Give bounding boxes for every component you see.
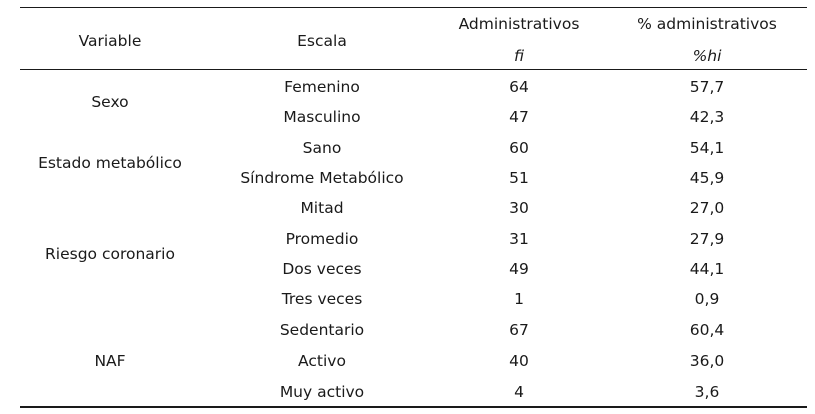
row-escala: Dos veces — [282, 260, 362, 278]
header-escala: Escala — [297, 32, 347, 50]
row-hi: 0,9 — [694, 290, 720, 308]
header-variable: Variable — [78, 32, 142, 50]
row-fi: 49 — [509, 260, 529, 278]
row-fi: 30 — [509, 199, 529, 217]
row-escala: Tres veces — [281, 290, 363, 308]
group-label: Estado metabólico — [38, 154, 182, 172]
row-hi: 44,1 — [689, 260, 725, 278]
row-escala: Activo — [298, 352, 346, 370]
row-fi: 4 — [514, 383, 524, 401]
row-hi: 27,0 — [689, 199, 725, 217]
group-label: Riesgo coronario — [45, 245, 175, 263]
row-hi: 42,3 — [689, 108, 725, 126]
header-hi: %hi — [692, 47, 722, 65]
header-administrativos: Administrativos — [458, 15, 580, 33]
row-fi: 31 — [509, 230, 529, 248]
row-escala: Síndrome Metabólico — [240, 169, 404, 187]
row-fi: 40 — [509, 352, 529, 370]
table-bottom-rule — [20, 406, 807, 408]
group-label: NAF — [94, 352, 126, 370]
row-hi: 3,6 — [694, 383, 720, 401]
header-pct-administrativos: % administrativos — [637, 15, 777, 33]
row-hi: 57,7 — [689, 78, 725, 96]
row-escala: Sedentario — [279, 321, 365, 339]
row-fi: 64 — [509, 78, 529, 96]
row-escala: Promedio — [285, 230, 359, 248]
row-fi: 47 — [509, 108, 529, 126]
row-escala: Masculino — [283, 108, 361, 126]
row-fi: 67 — [509, 321, 529, 339]
header-fi: fi — [513, 47, 524, 65]
row-fi: 60 — [509, 139, 529, 157]
row-fi: 1 — [514, 290, 524, 308]
row-hi: 36,0 — [689, 352, 725, 370]
row-hi: 54,1 — [689, 139, 725, 157]
row-escala: Muy activo — [279, 383, 365, 401]
row-escala: Sano — [302, 139, 342, 157]
table-top-rule — [20, 7, 807, 8]
header-rule — [20, 69, 807, 70]
row-hi: 27,9 — [689, 230, 725, 248]
group-label: Sexo — [91, 93, 129, 111]
row-hi: 60,4 — [689, 321, 725, 339]
row-hi: 45,9 — [689, 169, 725, 187]
row-fi: 51 — [509, 169, 529, 187]
row-escala: Femenino — [284, 78, 360, 96]
row-escala: Mitad — [300, 199, 344, 217]
